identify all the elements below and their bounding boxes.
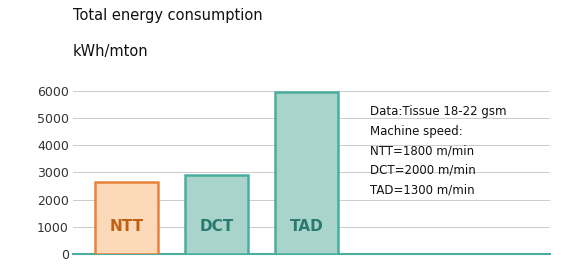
Text: DCT: DCT (200, 219, 234, 234)
Text: kWh/mton: kWh/mton (73, 44, 149, 59)
Text: TAD: TAD (290, 219, 324, 234)
Text: NTT: NTT (110, 219, 144, 234)
Bar (275, 92, 338, 254)
Text: Total energy consumption: Total energy consumption (73, 8, 263, 23)
Bar (95, 182, 158, 254)
Bar (185, 175, 249, 254)
Text: Data:Tissue 18-22 gsm
Machine speed:
NTT=1800 m/min
DCT=2000 m/min
TAD=1300 m/mi: Data:Tissue 18-22 gsm Machine speed: NTT… (370, 105, 507, 196)
